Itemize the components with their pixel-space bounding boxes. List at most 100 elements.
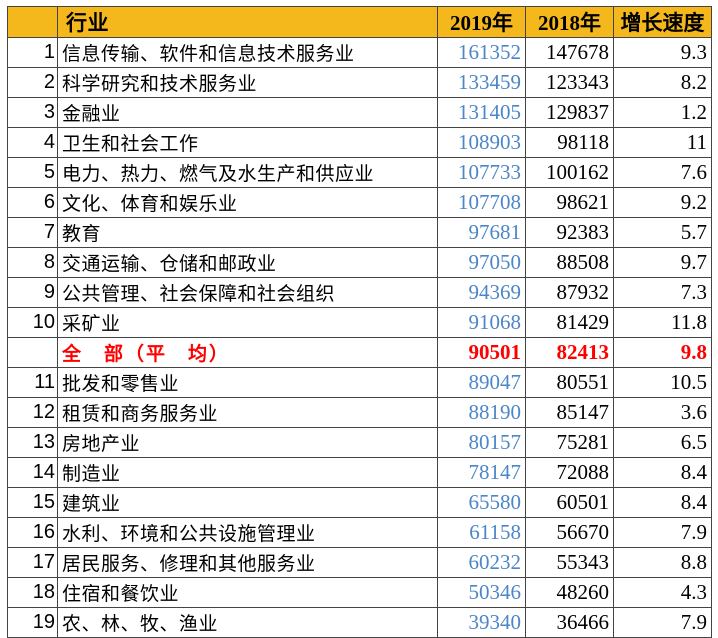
- salary-2018-cell: 88508: [525, 247, 614, 278]
- rank-cell: 12: [7, 397, 58, 428]
- industry-cell: 租赁和商务服务业: [57, 397, 438, 428]
- salary-2019-cell: 108903: [437, 127, 526, 158]
- industry-cell: 科学研究和技术服务业: [57, 67, 438, 98]
- table-row: 2 科学研究和技术服务业 133459 123343 8.2: [7, 67, 712, 98]
- growth-cell: 7.6: [613, 157, 712, 188]
- rank-cell: 9: [7, 277, 58, 308]
- rank-cell: 6: [7, 187, 58, 218]
- salary-2019-cell: 65580: [437, 487, 526, 518]
- salary-2019-cell: 97681: [437, 217, 526, 248]
- table-row: 18 住宿和餐饮业 50346 48260 4.3: [7, 577, 712, 608]
- industry-cell: 信息传输、软件和信息技术服务业: [57, 37, 438, 68]
- salary-2019-cell: 97050: [437, 247, 526, 278]
- growth-cell: 3.6: [613, 397, 712, 428]
- salary-2018-cell: 100162: [525, 157, 614, 188]
- rank-cell: 7: [7, 217, 58, 248]
- industry-cell: 文化、体育和娱乐业: [57, 187, 438, 218]
- salary-2019-cell: 89047: [437, 367, 526, 398]
- table-row: 12 租赁和商务服务业 88190 85147 3.6: [7, 397, 712, 428]
- table-row: 16 水利、环境和公共设施管理业 61158 56670 7.9: [7, 517, 712, 548]
- table-row: 17 居民服务、修理和其他服务业 60232 55343 8.8: [7, 547, 712, 578]
- header-rank: [7, 6, 58, 38]
- industry-cell: 公共管理、社会保障和社会组织: [57, 277, 438, 308]
- header-2019: 2019年: [437, 6, 526, 38]
- salary-2019-cell: 50346: [437, 577, 526, 608]
- growth-cell: 5.7: [613, 217, 712, 248]
- industry-cell: 金融业: [57, 97, 438, 128]
- salary-2019-cell: 80157: [437, 427, 526, 458]
- salary-2018-cell: 87932: [525, 277, 614, 308]
- rank-cell: 15: [7, 487, 58, 518]
- table-row: 13 房地产业 80157 75281 6.5: [7, 427, 712, 458]
- salary-2018-cell: 98118: [525, 127, 614, 158]
- industry-cell: 采矿业: [57, 307, 438, 338]
- rank-cell: 10: [7, 307, 58, 338]
- salary-2018-cell: 60501: [525, 487, 614, 518]
- salary-2019-cell: 61158: [437, 517, 526, 548]
- growth-cell: 9.7: [613, 247, 712, 278]
- growth-cell: 9.2: [613, 187, 712, 218]
- industry-cell: 居民服务、修理和其他服务业: [57, 547, 438, 578]
- growth-cell: 10.5: [613, 367, 712, 398]
- salary-2018-cell: 48260: [525, 577, 614, 608]
- industry-cell: 电力、热力、燃气及水生产和供应业: [57, 157, 438, 188]
- salary-2019-cell: 39340: [437, 607, 526, 638]
- industry-cell: 制造业: [57, 457, 438, 488]
- rank-cell: 13: [7, 427, 58, 458]
- salary-2018-cell: 98621: [525, 187, 614, 218]
- growth-cell: 11.8: [613, 307, 712, 338]
- rank-cell: 5: [7, 157, 58, 188]
- salary-2018-cell: 81429: [525, 307, 614, 338]
- table-row: 7 教育 97681 92383 5.7: [7, 217, 712, 248]
- salary-2018-cell: 72088: [525, 457, 614, 488]
- average-row: 全 部（平 均） 90501 82413 9.8: [7, 337, 712, 368]
- header-row: 行业 2019年 2018年 增长速度: [7, 6, 712, 38]
- rank-cell: 14: [7, 457, 58, 488]
- salary-2018-cell: 85147: [525, 397, 614, 428]
- table-row: 3 金融业 131405 129837 1.2: [7, 97, 712, 128]
- growth-cell: 1.2: [613, 97, 712, 128]
- salary-2018-cell: 36466: [525, 607, 614, 638]
- salary-2019-cell: 107708: [437, 187, 526, 218]
- salary-2019-cell: 161352: [437, 37, 526, 68]
- salary-2019-cell: 94369: [437, 277, 526, 308]
- salary-2019-cell: 88190: [437, 397, 526, 428]
- growth-cell: 9.3: [613, 37, 712, 68]
- industry-cell: 住宿和餐饮业: [57, 577, 438, 608]
- salary-2019-cell: 78147: [437, 457, 526, 488]
- header-growth: 增长速度: [613, 6, 712, 38]
- growth-cell: 8.8: [613, 547, 712, 578]
- rank-cell: 17: [7, 547, 58, 578]
- salary-2019-cell: 107733: [437, 157, 526, 188]
- industry-cell: 建筑业: [57, 487, 438, 518]
- salary-2018-cell: 75281: [525, 427, 614, 458]
- growth-cell: 6.5: [613, 427, 712, 458]
- rank-cell: 4: [7, 127, 58, 158]
- industry-cell: 水利、环境和公共设施管理业: [57, 517, 438, 548]
- salary-2018-cell: 55343: [525, 547, 614, 578]
- rank-cell: 2: [7, 67, 58, 98]
- salary-2019-cell: 60232: [437, 547, 526, 578]
- rank-cell: 8: [7, 247, 58, 278]
- salary-2019-cell: 133459: [437, 67, 526, 98]
- table-row: 8 交通运输、仓储和邮政业 97050 88508 9.7: [7, 247, 712, 278]
- growth-cell: 7.9: [613, 517, 712, 548]
- salary-2019-cell: 90501: [437, 337, 526, 368]
- table-row: 11 批发和零售业 89047 80551 10.5: [7, 367, 712, 398]
- table-row: 1 信息传输、软件和信息技术服务业 161352 147678 9.3: [7, 37, 712, 68]
- industry-cell: 交通运输、仓储和邮政业: [57, 247, 438, 278]
- table-row: 19 农、林、牧、渔业 39340 36466 7.9: [7, 607, 712, 638]
- salary-2019-cell: 91068: [437, 307, 526, 338]
- table-row: 9 公共管理、社会保障和社会组织 94369 87932 7.3: [7, 277, 712, 308]
- table-row: 5 电力、热力、燃气及水生产和供应业 107733 100162 7.6: [7, 157, 712, 188]
- industry-cell: 批发和零售业: [57, 367, 438, 398]
- rank-cell: [7, 337, 58, 368]
- header-industry: 行业: [57, 6, 438, 38]
- industry-cell: 卫生和社会工作: [57, 127, 438, 158]
- rank-cell: 11: [7, 367, 58, 398]
- industry-cell: 全 部（平 均）: [57, 337, 438, 368]
- salary-2018-cell: 82413: [525, 337, 614, 368]
- salary-2018-cell: 80551: [525, 367, 614, 398]
- salary-2019-cell: 131405: [437, 97, 526, 128]
- industry-cell: 教育: [57, 217, 438, 248]
